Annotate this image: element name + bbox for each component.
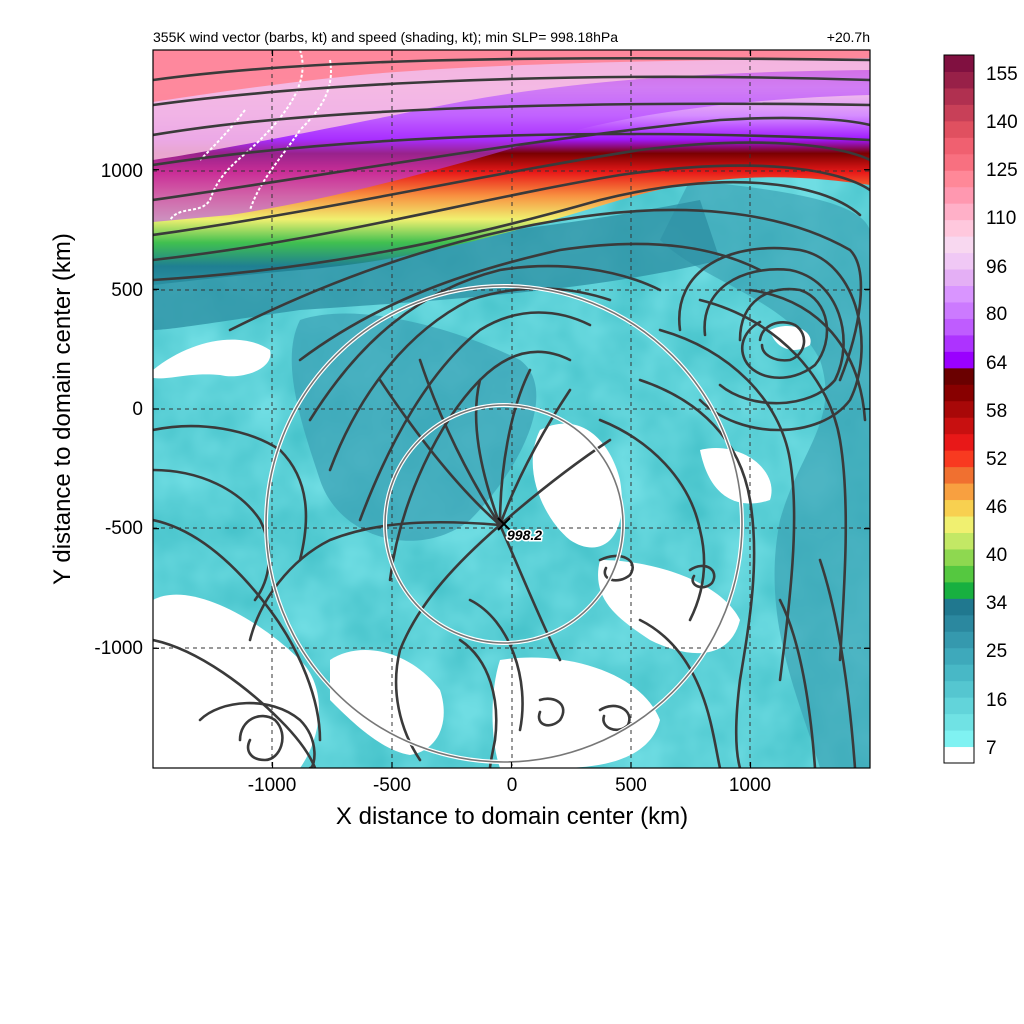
- colorbar-swatch: [944, 483, 974, 501]
- colorbar-swatch: [944, 499, 974, 517]
- speed-region-teal: [660, 180, 870, 768]
- colorbar-swatch: [944, 87, 974, 105]
- colorbar-swatch: [944, 318, 974, 336]
- colorbar-swatch: [944, 170, 974, 188]
- colorbar-swatch: [944, 466, 974, 484]
- x-tick-label: 1000: [729, 775, 771, 796]
- colorbar-swatch: [944, 203, 974, 221]
- colorbar-swatch: [944, 334, 974, 352]
- range-ring-inner: [384, 404, 624, 644]
- x-tick-label: 500: [615, 775, 647, 796]
- colorbar-tick-label: 64: [986, 353, 1008, 374]
- colorbar-tick-label: 96: [986, 257, 1007, 278]
- speed-region-calm: [492, 657, 660, 768]
- speed-region-calm: [598, 560, 740, 654]
- x-axis: -1000 -500 0 500 1000 X distance to doma…: [248, 50, 771, 830]
- colorbar-swatch: [944, 450, 974, 468]
- colorbar-swatch: [944, 285, 974, 303]
- colorbar-swatch: [944, 647, 974, 665]
- colorbar-swatch: [944, 384, 974, 402]
- y-tick-label: -1000: [94, 638, 143, 659]
- colorbar-tick-label: 125: [986, 160, 1018, 181]
- colorbar-swatch: [944, 236, 974, 254]
- colorbar-swatch: [944, 55, 974, 72]
- colorbar-swatch: [944, 104, 974, 122]
- jet-outer: [153, 50, 870, 102]
- colorbar-swatch: [944, 137, 974, 155]
- colorbar-swatch: [944, 680, 974, 698]
- min-slp-marker: [497, 517, 511, 531]
- y-tick-label: -500: [105, 518, 143, 539]
- colorbar-swatch: [944, 252, 974, 270]
- y-tick-label: 0: [132, 399, 143, 420]
- time-label: +20.7h: [827, 29, 870, 45]
- y-tick-label: 1000: [101, 161, 143, 182]
- colorbar-swatch: [944, 598, 974, 616]
- colorbar-swatch: [944, 219, 974, 237]
- colorbar-swatch: [944, 351, 974, 369]
- colorbar-tick-label: 7: [986, 738, 997, 759]
- colorbar-tick-label: 58: [986, 401, 1007, 422]
- colorbar-swatch: [944, 400, 974, 418]
- plot-area: 998.2: [153, 50, 870, 768]
- colorbar-swatch: [944, 301, 974, 319]
- x-tick-label: -500: [373, 775, 411, 796]
- colorbar-swatch: [944, 713, 974, 731]
- colorbar-tick-label: 80: [986, 304, 1007, 325]
- colorbar-swatch: [944, 417, 974, 435]
- colorbar-swatch: [944, 664, 974, 682]
- colorbar-swatch: [944, 516, 974, 533]
- colorbar-swatch: [944, 730, 974, 748]
- y-axis-label: Y distance to domain center (km): [49, 233, 76, 585]
- colorbar-swatch: [944, 746, 974, 764]
- colorbar-swatch: [944, 697, 974, 715]
- colorbar-swatch: [944, 269, 974, 287]
- colorbar-swatch: [944, 581, 974, 599]
- speed-region-calm: [153, 339, 271, 379]
- colorbar-swatch: [944, 433, 974, 451]
- x-axis-label: X distance to domain center (km): [336, 803, 688, 830]
- colorbar-swatch: [944, 532, 974, 550]
- colorbar-tick-label: 46: [986, 497, 1007, 518]
- colorbar-swatch: [944, 614, 974, 632]
- streamlines: [153, 56, 870, 768]
- speed-region-calm: [330, 650, 444, 755]
- colorbar-tick-label: 110: [986, 208, 1016, 229]
- colorbar-swatch: [944, 120, 974, 138]
- colorbar-swatch: [944, 548, 974, 566]
- min-slp-label: 998.2: [507, 527, 542, 543]
- speed-region-teal: [153, 200, 720, 330]
- colorbar-swatch: [944, 153, 974, 171]
- chart-title: 355K wind vector (barbs, kt) and speed (…: [153, 29, 618, 45]
- colorbar-tick-label: 16: [986, 690, 1007, 711]
- colorbar-tick-label: 155: [986, 64, 1018, 85]
- range-ring-outer: [265, 285, 743, 763]
- colorbar-tick-label: 52: [986, 449, 1007, 470]
- x-tick-label: -1000: [248, 775, 297, 796]
- colorbar-tick-label: 140: [986, 112, 1018, 133]
- y-tick-label: 500: [111, 280, 143, 301]
- colorbar-frame: [943, 54, 975, 764]
- colorbar-tick-label: 25: [986, 641, 1007, 662]
- x-tick-label: 0: [507, 775, 518, 796]
- colorbar: 7 16 25 34 40 46 52 58 64 80 96 110 125 …: [943, 54, 1018, 764]
- colorbar-tick-label: 40: [986, 545, 1007, 566]
- colorbar-swatch: [944, 186, 974, 204]
- colorbar-swatch: [944, 631, 974, 649]
- colorbar-swatch: [944, 367, 974, 385]
- colorbar-swatch: [944, 565, 974, 583]
- colorbar-tick-label: 34: [986, 593, 1008, 614]
- y-axis: 1000 500 0 -500 -1000 Y distance to doma…: [49, 161, 870, 659]
- colorbar-swatch: [944, 71, 974, 89]
